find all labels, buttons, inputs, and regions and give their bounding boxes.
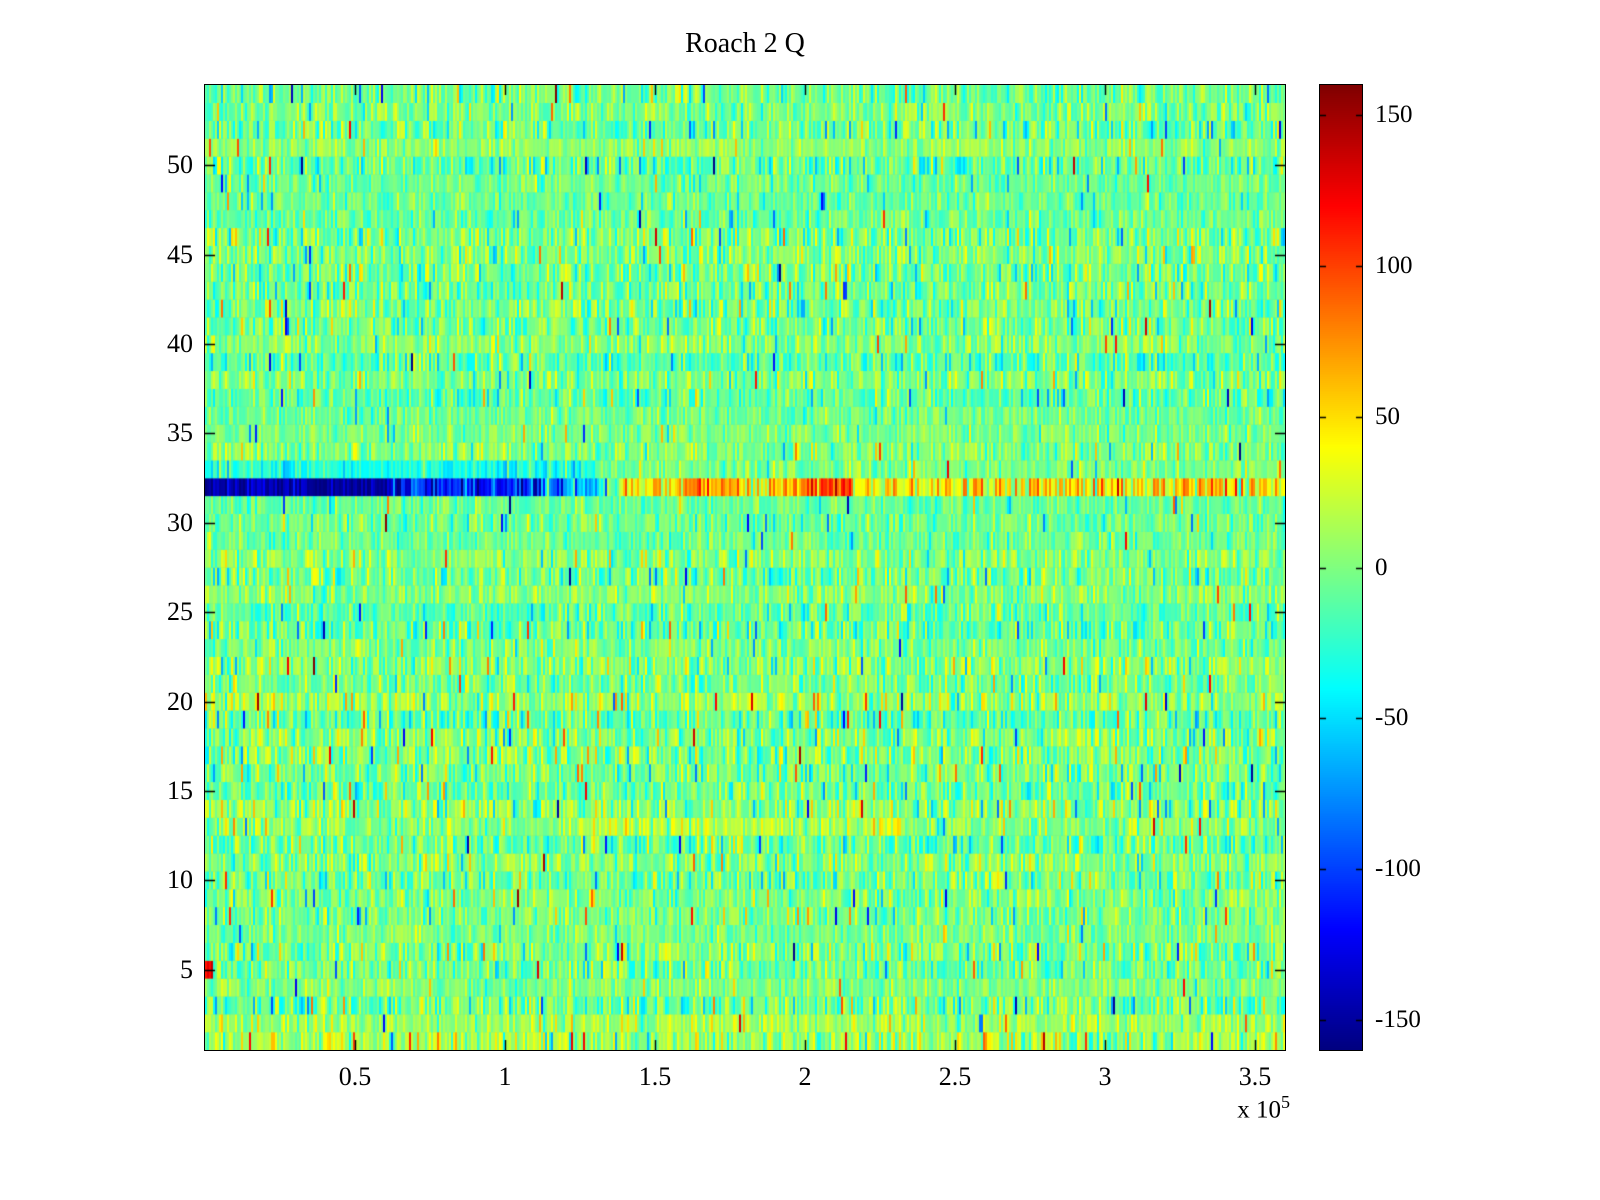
colorbar-tick-label: -50 xyxy=(1375,704,1409,732)
y-axis-tick-label: 35 xyxy=(167,418,193,448)
x-axis-exponent-label: x 105 xyxy=(1190,1092,1290,1124)
colorbar-canvas xyxy=(1319,84,1363,1051)
colorbar-tick-label: 100 xyxy=(1375,251,1413,279)
x-axis-tick-label: 1.5 xyxy=(638,1062,672,1091)
x-axis-tick-label: 2 xyxy=(798,1062,812,1091)
x-axis-tick-label: 3.5 xyxy=(1238,1062,1272,1091)
x-axis-tick-label: 2.5 xyxy=(938,1062,972,1091)
y-axis-tick-label: 20 xyxy=(167,686,193,716)
colorbar-tick-label: 0 xyxy=(1375,553,1388,581)
chart-title: Roach 2 Q xyxy=(685,28,805,59)
x-axis-tick-label: 0.5 xyxy=(338,1062,372,1091)
x-axis-tick-label: 1 xyxy=(498,1062,512,1091)
y-axis-tick-label: 50 xyxy=(167,150,193,180)
y-axis-tick-label: 30 xyxy=(167,507,193,537)
colorbar-tick-label: 50 xyxy=(1375,402,1400,430)
y-axis-tick-label: 10 xyxy=(167,865,193,895)
colorbar-tick-label: 150 xyxy=(1375,101,1413,129)
y-axis-tick-label: 40 xyxy=(167,329,193,359)
x-axis-tick-label: 3 xyxy=(1098,1062,1112,1091)
colorbar-tick-label: -100 xyxy=(1375,855,1421,883)
colorbar-tick-label: -150 xyxy=(1375,1005,1421,1033)
x-axis-exponent-power: 5 xyxy=(1281,1092,1290,1112)
x-axis-exponent-base: x 10 xyxy=(1237,1096,1281,1124)
heatmap-canvas xyxy=(204,84,1286,1051)
y-axis-tick-label: 45 xyxy=(167,239,193,269)
y-axis-tick-label: 5 xyxy=(180,954,193,984)
y-axis-tick-label: 25 xyxy=(167,597,193,627)
y-axis-tick-label: 15 xyxy=(167,775,193,805)
